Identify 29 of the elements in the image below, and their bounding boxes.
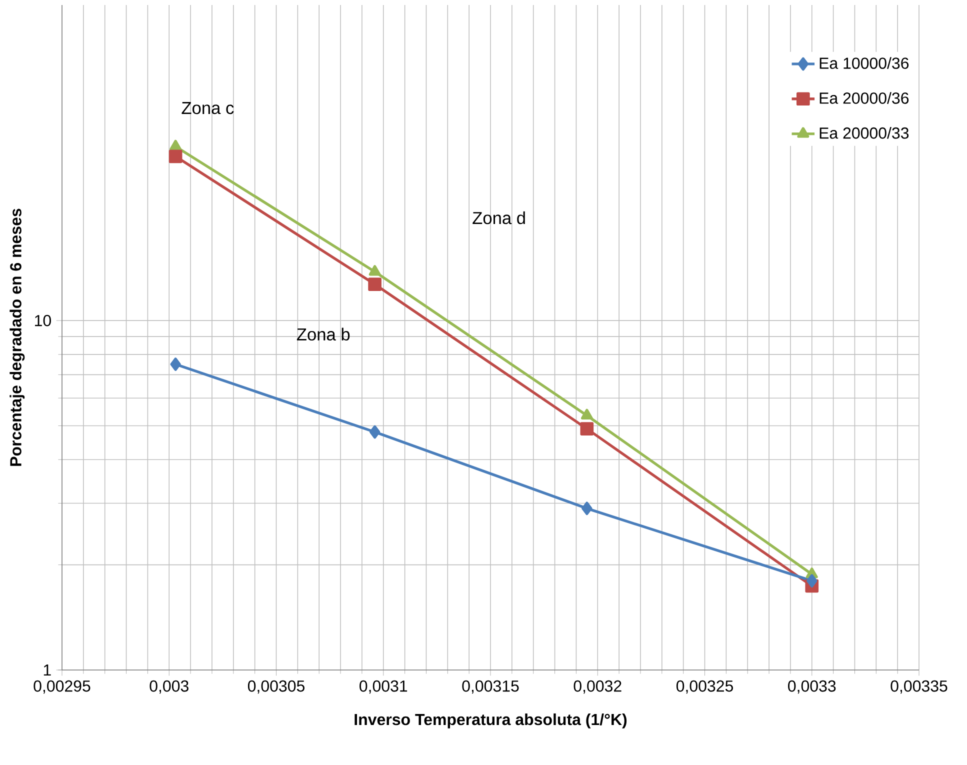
annotation: Zona b xyxy=(296,328,350,341)
x-tick-label: 0,0031 xyxy=(360,680,408,694)
legend-label: Ea 20000/33 xyxy=(820,127,909,139)
point xyxy=(168,150,182,164)
x-tick-label: 0,00315 xyxy=(462,680,519,694)
x-tick-label: 0,00305 xyxy=(248,680,304,694)
x-axis-title: Inverso Temperatura absoluta (1/°K) xyxy=(354,713,627,728)
x-tick-label: 0,00335 xyxy=(890,680,948,694)
x-tick-label: 0,0033 xyxy=(788,680,836,694)
point xyxy=(369,425,380,439)
legend-label: Ea 20000/36 xyxy=(820,92,909,104)
annotation: Zona c xyxy=(182,102,234,114)
x-tick-label: 0,0032 xyxy=(574,680,622,694)
point xyxy=(580,408,593,420)
y-tick-label: 10 xyxy=(35,314,51,326)
point xyxy=(368,265,381,276)
point xyxy=(368,278,382,291)
point xyxy=(582,502,592,516)
y-tick-label: 1 xyxy=(44,664,51,676)
point xyxy=(806,574,818,588)
x-tick-label: 0,00295 xyxy=(34,680,90,694)
annotation: Zona d xyxy=(472,211,525,224)
point xyxy=(580,422,594,436)
y-axis-title: Porcentaje degradado en 6 meses xyxy=(10,208,25,466)
x-tick-label: 0,00325 xyxy=(676,680,733,694)
point xyxy=(170,140,182,150)
legend-label: Ea 10000/36 xyxy=(820,57,909,69)
point xyxy=(170,358,181,371)
x-tick-label: 0,003 xyxy=(150,680,188,694)
